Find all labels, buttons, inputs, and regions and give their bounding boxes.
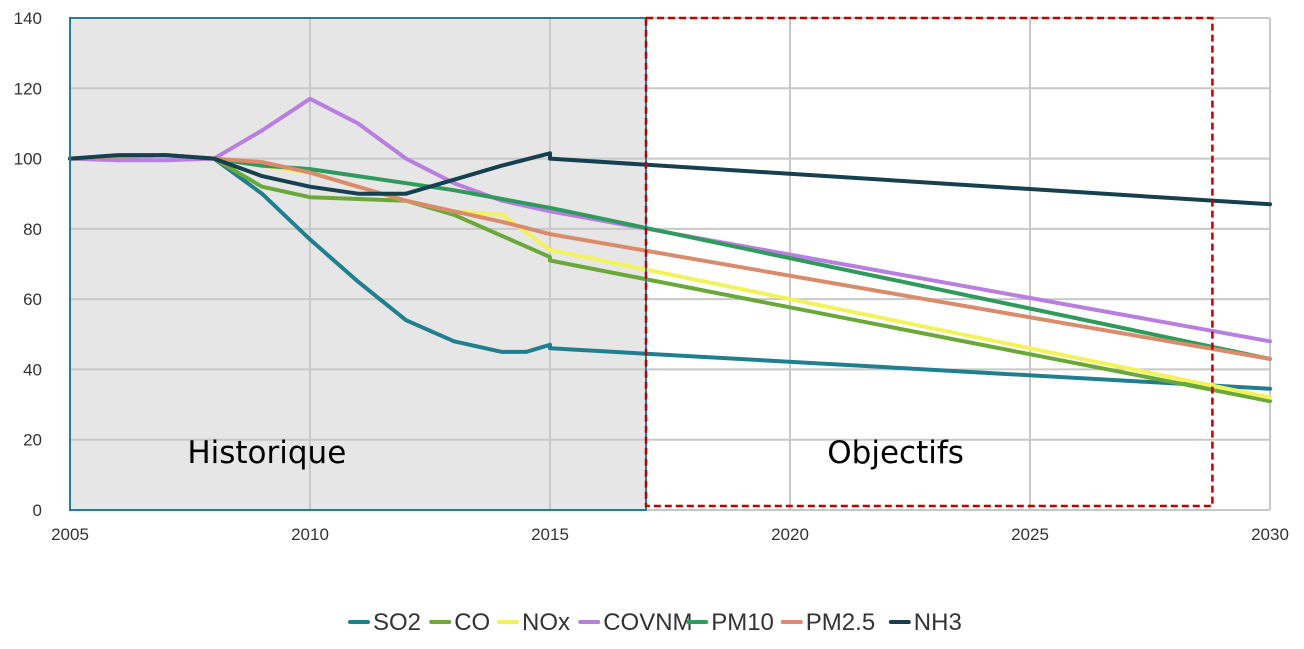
legend-label-pm10: PM10 (711, 609, 774, 636)
series-line-nh3 (68, 151, 1272, 207)
historique-region-label: Historique (187, 435, 346, 471)
y-tick-label-4: 80 (23, 220, 42, 239)
legend-label-co: CO (454, 609, 490, 636)
objectifs-region-box (644, 16, 1214, 508)
legend-label-nox: NOx (522, 609, 570, 636)
legend-label-pm2-5: PM2.5 (806, 609, 875, 636)
region-outlines-layer (69, 16, 1214, 511)
legend-label-so2: SO2 (373, 609, 421, 636)
x-tick-label-3: 2020 (771, 525, 809, 544)
x-tick-label-4: 2025 (1011, 525, 1049, 544)
series-layer (68, 96, 1272, 404)
y-tick-label-0: 0 (33, 501, 42, 520)
y-tick-label-3: 60 (23, 290, 42, 309)
y-tick-label-5: 100 (14, 150, 42, 169)
x-tick-label-0: 2005 (51, 525, 89, 544)
x-tick-label-2: 2015 (531, 525, 569, 544)
region-labels-layer: Historique Objectifs (187, 435, 964, 471)
objectifs-region-label: Objectifs (827, 435, 964, 471)
x-tick-label-5: 2030 (1251, 525, 1289, 544)
y-tick-label-2: 40 (23, 360, 42, 379)
legend-label-nh3: NH3 (914, 609, 962, 636)
y-tick-label-1: 20 (23, 431, 42, 450)
y-tick-label-6: 120 (14, 79, 42, 98)
legend-label-covnm: COVNM (603, 609, 692, 636)
axes-layer: 2005 2010 2015 2020 2025 2030 0 20 40 60 80 100 120 1… (14, 9, 1289, 544)
x-tick-label-1: 2010 (291, 525, 329, 544)
legend: SO2 CO NOx COVNM PM10 PM2.5 NH3 (348, 609, 962, 636)
y-tick-label-7: 140 (14, 9, 42, 28)
